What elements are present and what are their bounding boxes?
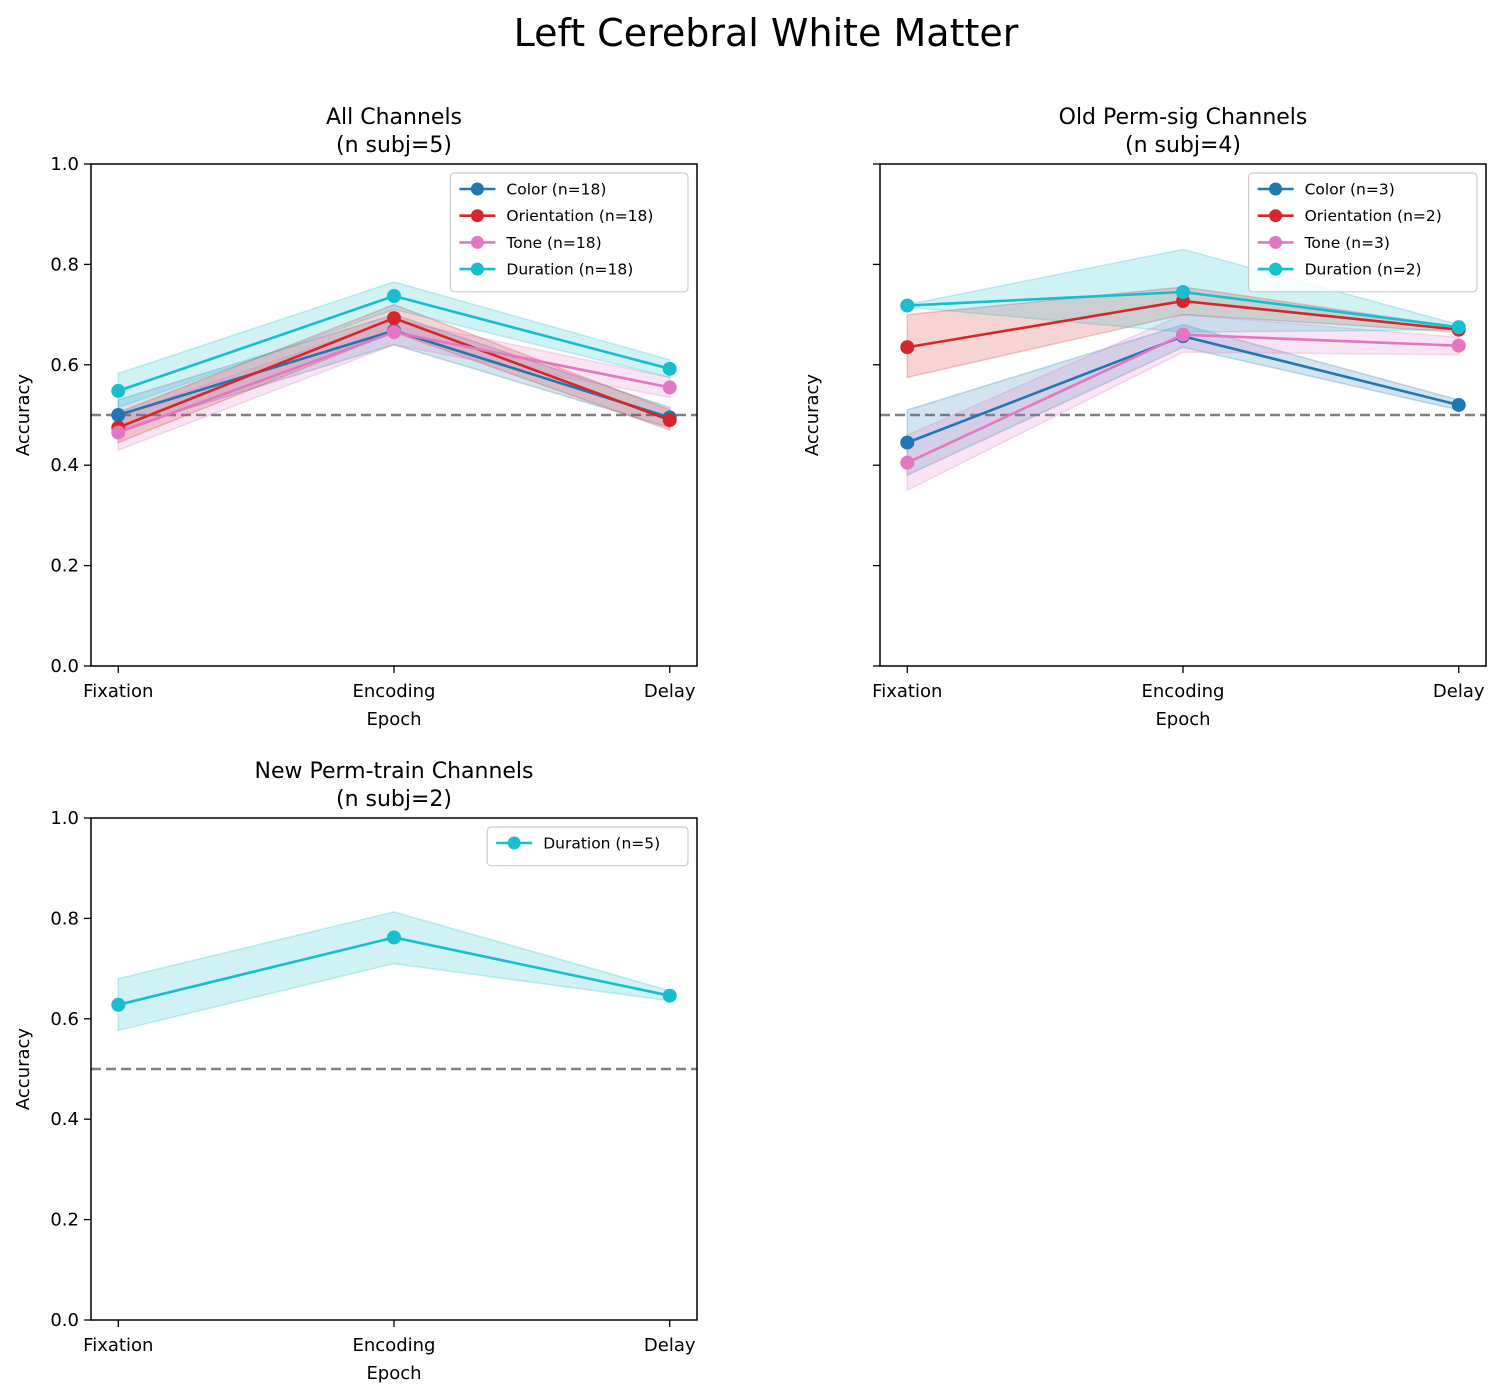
data-point — [900, 340, 915, 355]
data-point — [900, 298, 915, 313]
x-tick-label: Encoding — [353, 681, 436, 702]
legend-label: Duration (n=18) — [506, 261, 633, 279]
legend-label: Color (n=18) — [506, 181, 606, 199]
subplot-subtitle: (n subj=5) — [336, 133, 452, 158]
x-tick-label: Fixation — [872, 681, 942, 702]
data-point — [111, 997, 126, 1012]
y-tick-label: 0.0 — [50, 656, 79, 677]
error-band — [117, 281, 671, 409]
y-axis-label: Accuracy — [13, 374, 34, 457]
y-tick-label: 0.6 — [50, 1009, 79, 1030]
subplot-subtitle: (n subj=4) — [1125, 133, 1241, 158]
error-band — [117, 911, 671, 1032]
legend-swatch-marker — [507, 836, 521, 850]
legend: Color (n=18) Orientation (n=18) Tone (n=18… — [449, 172, 689, 293]
data-point — [387, 289, 401, 304]
y-tick-label: 0.4 — [50, 1109, 79, 1130]
data-point — [662, 361, 677, 376]
y-tick-label: 1.0 — [50, 808, 79, 829]
data-point — [111, 383, 126, 398]
legend-box — [1247, 172, 1478, 293]
plot-area — [91, 911, 697, 1071]
data-point — [1451, 320, 1466, 335]
x-tick-label: Delay — [644, 681, 696, 702]
y-tick-label: 0.8 — [50, 254, 79, 275]
subplot-title: Old Perm-sig Channels — [1059, 105, 1308, 130]
data-point — [662, 413, 677, 428]
axes-frame — [879, 163, 1487, 667]
data-point — [1451, 397, 1466, 412]
legend-swatch-marker — [1269, 182, 1283, 196]
legend-label: Color (n=3) — [1305, 181, 1395, 199]
data-point — [1176, 327, 1190, 342]
legend: Color (n=3) Orientation (n=2) Tone (n=3) Du… — [1247, 172, 1478, 293]
legend-label: Duration (n=5) — [543, 835, 660, 853]
legend-label: Tone (n=3) — [1304, 234, 1390, 252]
y-tick-label: 0.4 — [50, 455, 79, 476]
x-tick-label: Delay — [1433, 681, 1485, 702]
y-tick-label: 0.6 — [50, 355, 79, 376]
y-axis-label: Accuracy — [802, 374, 823, 457]
legend: Duration (n=5) — [486, 826, 689, 867]
error-band — [906, 313, 1460, 492]
legend-box — [486, 826, 689, 867]
data-point — [111, 425, 126, 440]
y-tick-label: 0.2 — [50, 1210, 79, 1231]
x-tick-label: Encoding — [1142, 681, 1225, 702]
data-point — [1451, 338, 1466, 353]
y-tick-label: 1.0 — [50, 154, 79, 175]
data-point — [1176, 285, 1190, 300]
y-tick-label: 0.0 — [50, 1310, 79, 1331]
data-point — [111, 408, 126, 422]
data-point — [900, 455, 915, 470]
x-axis-label: Epoch — [366, 709, 421, 730]
legend-swatch-marker — [470, 182, 484, 196]
x-tick-label: Fixation — [83, 681, 153, 702]
legend-label: Orientation (n=18) — [506, 207, 653, 225]
legend-swatch-marker — [1269, 209, 1283, 223]
subplot-panels: All Channels (n subj=5) 0.0 0.2 0.4 0.6 0.8 1.0… — [13, 105, 1487, 1384]
data-point — [387, 930, 401, 945]
plot-area — [880, 248, 1486, 492]
plot-area — [91, 281, 697, 452]
subplot-3: New Perm-train Channels (n subj=2) 0.0 0.2 0… — [13, 759, 698, 1384]
subplot-subtitle: (n subj=2) — [336, 787, 452, 812]
x-tick-label: Delay — [644, 1335, 696, 1356]
subplot-2: Old Perm-sig Channels (n subj=4) Fixation E… — [802, 105, 1487, 730]
y-tick-label: 0.8 — [50, 908, 79, 929]
legend-swatch-marker — [470, 209, 484, 223]
legend-label: Orientation (n=2) — [1305, 207, 1442, 225]
y-axis-label: Accuracy — [13, 1028, 34, 1111]
axes-frame — [90, 817, 698, 1321]
data-point — [387, 325, 401, 340]
subplot-1: All Channels (n subj=5) 0.0 0.2 0.4 0.6 0.8 1.0… — [13, 105, 698, 730]
subplot-title: All Channels — [326, 105, 462, 130]
x-axis-label: Epoch — [1155, 709, 1210, 730]
x-tick-label: Encoding — [353, 1335, 436, 1356]
legend-swatch-marker — [470, 235, 484, 249]
figure-suptitle: Left Cerebral White Matter — [514, 11, 1019, 55]
legend-swatch-marker — [1269, 235, 1283, 249]
axes-frame — [90, 163, 698, 667]
x-axis-label: Epoch — [366, 1363, 421, 1384]
legend-box — [449, 172, 689, 293]
data-point — [662, 988, 677, 1003]
legend-label: Tone (n=18) — [505, 234, 601, 252]
legend-label: Duration (n=2) — [1305, 261, 1422, 279]
subplot-title: New Perm-train Channels — [254, 759, 533, 784]
data-point — [900, 435, 915, 450]
y-tick-label: 0.2 — [50, 556, 79, 577]
data-point — [662, 380, 677, 395]
x-tick-label: Fixation — [83, 1335, 153, 1356]
legend-swatch-marker — [1269, 262, 1283, 276]
data-point — [387, 311, 401, 326]
legend-swatch-marker — [470, 262, 484, 276]
